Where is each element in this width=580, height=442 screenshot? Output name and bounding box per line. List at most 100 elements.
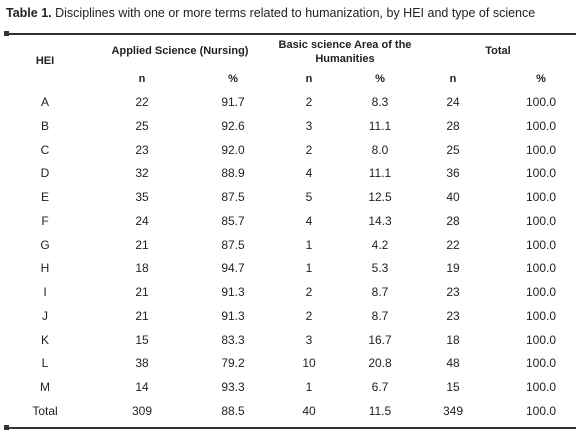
table-cell: 2: [305, 142, 313, 157]
table-cell: 100.0: [525, 404, 557, 418]
table-cell: 4.2: [371, 237, 389, 252]
table-cell: 11.1: [368, 166, 392, 181]
table-cell: 23: [135, 142, 149, 157]
table-cell: 3: [305, 118, 313, 133]
table-cell: 16.7: [368, 332, 392, 347]
table-cell: 8.7: [371, 285, 389, 300]
table-cell: 11.1: [368, 118, 392, 133]
table-cell: 15: [446, 380, 460, 395]
table-cell: 93.3: [221, 380, 245, 395]
table-cell: 32: [135, 166, 149, 181]
rule-marker: [4, 31, 9, 36]
table-cell: J: [42, 308, 48, 323]
table-cell: 19: [446, 261, 460, 276]
table-cell: 100.0: [525, 380, 557, 395]
table-cell: K: [40, 332, 50, 347]
table-cell: 91.3: [221, 285, 245, 300]
header-cell: HEI: [35, 55, 55, 67]
header-sub: n: [449, 73, 457, 85]
table-cell: 24: [135, 213, 149, 228]
table-cell: 23: [446, 285, 460, 300]
table-cell: 20.8: [368, 356, 392, 371]
table-cell: 28: [446, 213, 460, 228]
table-cell: 36: [446, 166, 460, 181]
table-cell: 100.0: [525, 190, 557, 205]
table-cell: 15: [135, 332, 149, 347]
table-cell: 91.7: [221, 95, 245, 109]
table-cell: F: [41, 213, 49, 228]
table-cell: 85.7: [221, 213, 245, 228]
table-cell: 21: [135, 308, 149, 323]
table-cell: 349: [442, 404, 464, 418]
top-rule: [8, 33, 576, 35]
table-cell: 100.0: [525, 118, 557, 133]
table-cell: 10: [302, 356, 316, 371]
title-text: Disciplines with one or more terms relat…: [55, 6, 536, 20]
table-cell: 1: [305, 237, 313, 252]
table-cell: 2: [305, 308, 313, 323]
table-cell: 5: [305, 190, 313, 205]
table-cell: 100.0: [525, 285, 557, 300]
table-cell: 24: [446, 95, 460, 109]
header-group: Applied Science (Nursing): [111, 45, 249, 57]
table-cell: 18: [135, 261, 149, 276]
rule-marker: [4, 425, 9, 430]
table-cell: 4: [305, 166, 313, 181]
table-cell: 14.3: [368, 213, 392, 228]
table-cell: H: [40, 261, 50, 276]
table-cell: B: [40, 118, 50, 133]
table-cell: 100.0: [525, 237, 557, 252]
table-cell: 21: [135, 237, 149, 252]
table-cell: 2: [305, 285, 313, 300]
table-cell: 25: [446, 142, 460, 157]
title-label: Table 1.: [6, 6, 52, 20]
table-cell: 100.0: [525, 356, 557, 371]
table-cell: 8.7: [371, 308, 389, 323]
table-cell: 40: [446, 190, 460, 205]
table-cell: 94.7: [221, 261, 245, 276]
table-cell: 38: [135, 356, 149, 371]
header-sub: %: [536, 73, 546, 85]
table-cell: 100.0: [525, 332, 557, 347]
table-cell: I: [43, 285, 47, 300]
table-cell: 3: [305, 332, 313, 347]
table-cell: 18: [446, 332, 460, 347]
table-cell: 87.5: [221, 190, 245, 205]
table-cell: 1: [305, 380, 313, 395]
bottom-rule: [8, 427, 576, 429]
table-title: Table 1. Disciplines with one or more te…: [6, 6, 535, 20]
table-cell: 100.0: [525, 261, 557, 276]
table-cell: A: [40, 95, 50, 109]
table-cell: 8.0: [371, 142, 389, 157]
table-cell: 1: [305, 261, 313, 276]
table-cell: 2: [305, 95, 313, 109]
header-group: Basic science Area of the Humanities: [278, 39, 412, 65]
table-cell: D: [40, 166, 50, 181]
table-cell: 14: [135, 380, 149, 395]
table-cell: 100.0: [525, 213, 557, 228]
table-cell: 100.0: [525, 308, 557, 323]
table-cell: 87.5: [221, 237, 245, 252]
table-cell: 100.0: [525, 166, 557, 181]
table-cell: 100.0: [525, 142, 557, 157]
table-cell: 23: [446, 308, 460, 323]
header-sub: n: [138, 73, 146, 85]
table-cell: Total: [32, 404, 58, 418]
table-cell: 100.0: [525, 95, 557, 109]
table-cell: 21: [135, 285, 149, 300]
table-cell: 8.3: [371, 95, 389, 109]
table-cell: 79.2: [221, 356, 245, 371]
table-cell: 5.3: [371, 261, 389, 276]
header-sub: %: [228, 73, 238, 85]
table-cell: 83.3: [221, 332, 245, 347]
table-cell: 35: [135, 190, 149, 205]
table-cell: 4: [305, 213, 313, 228]
table-cell: 12.5: [368, 190, 392, 205]
table-cell: 92.0: [221, 142, 245, 157]
header-sub: %: [375, 73, 385, 85]
table-cell: 22: [135, 95, 149, 109]
table-cell: M: [40, 380, 50, 395]
table-cell: 48: [446, 356, 460, 371]
header-sub: n: [305, 73, 313, 85]
